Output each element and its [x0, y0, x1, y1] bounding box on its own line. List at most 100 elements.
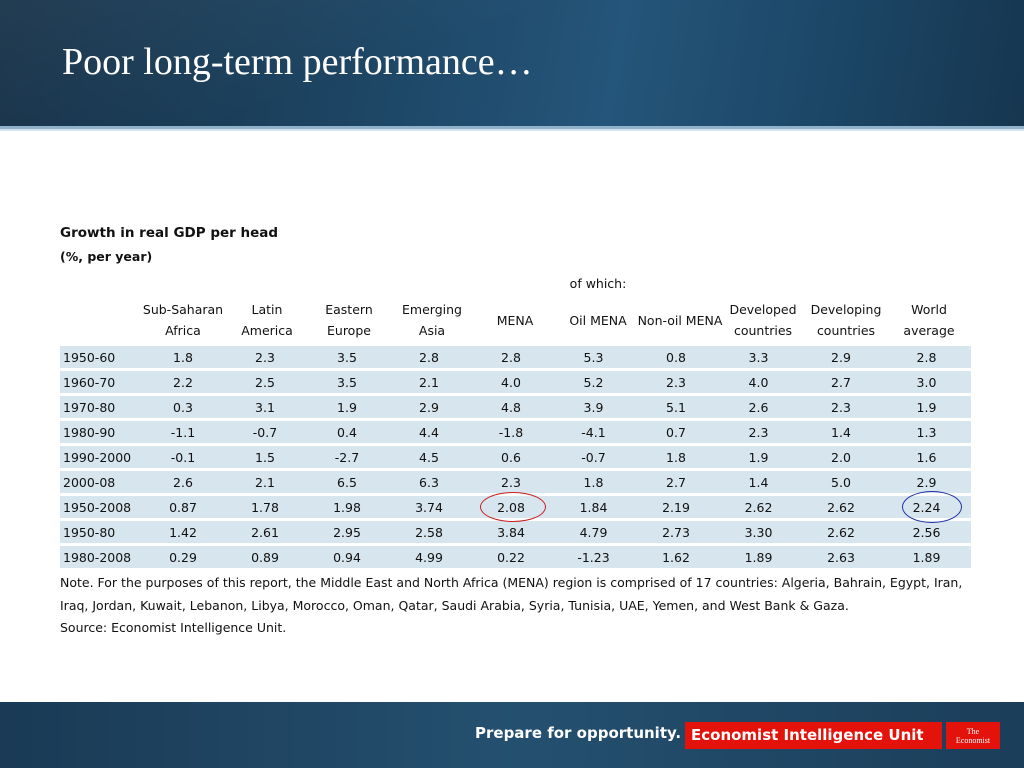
- table-cell: 1.9: [882, 396, 971, 418]
- table-row: 1980-2008 0.29 0.89 0.94 4.99 0.22 -1.23 1.62 1.…: [60, 546, 971, 568]
- column-header: Eastern Europe: [325, 302, 373, 338]
- table-cell: 2.3: [224, 346, 306, 368]
- table-cell: 4.4: [388, 421, 470, 443]
- table-cell: 3.84: [470, 521, 552, 543]
- table-cell: 0.22: [470, 546, 552, 568]
- table-cell: 0.89: [224, 546, 306, 568]
- table-title: Growth in real GDP per head: [60, 225, 279, 241]
- table-cell: 4.0: [470, 371, 552, 393]
- table-cell: 1.89: [882, 546, 971, 568]
- table-cell: 5.3: [552, 346, 635, 368]
- table-cell: 1.8: [552, 471, 635, 493]
- row-period: 1970-80: [60, 396, 142, 418]
- source-line: Source: Economist Intelligence Unit.: [60, 620, 287, 635]
- table-cell: 0.7: [635, 421, 717, 443]
- row-period: 2000-08: [60, 471, 142, 493]
- table-cell: 2.62: [717, 496, 800, 518]
- header-divider-light: [0, 129, 1024, 131]
- table-cell: 2.5: [224, 371, 306, 393]
- table-cell: 1.42: [142, 521, 224, 543]
- table-cell: 3.5: [306, 346, 388, 368]
- row-period: 1990-2000: [60, 446, 142, 468]
- table-cell: 2.19: [635, 496, 717, 518]
- table-cell: 3.0: [882, 371, 971, 393]
- table-cell: 1.84: [552, 496, 635, 518]
- table-cell: 0.29: [142, 546, 224, 568]
- table-cell: 2.7: [635, 471, 717, 493]
- table-cell: 3.3: [717, 346, 800, 368]
- table-cell: 4.0: [717, 371, 800, 393]
- table-cell: 2.1: [224, 471, 306, 493]
- row-period: 1950-2008: [60, 496, 142, 518]
- table-cell: -0.7: [224, 421, 306, 443]
- table-cell: 4.79: [552, 521, 635, 543]
- table-cell: 3.9: [552, 396, 635, 418]
- table-cell: 2.3: [635, 371, 717, 393]
- table-cell: 6.3: [388, 471, 470, 493]
- table-cell: 1.3: [882, 421, 971, 443]
- table-cell: 3.5: [306, 371, 388, 393]
- column-header: Oil MENA: [569, 312, 627, 328]
- column-header: World average: [903, 302, 955, 338]
- table-cell: 2.63: [800, 546, 882, 568]
- table-cell: 2.0: [800, 446, 882, 468]
- table-cell: -0.1: [142, 446, 224, 468]
- header-divider: [0, 126, 1024, 129]
- slide-header-band: [0, 0, 1024, 126]
- table-cell: 2.9: [388, 396, 470, 418]
- slide-title: Poor long-term performance…: [62, 41, 533, 83]
- table-cell: 0.8: [635, 346, 717, 368]
- highlight-circle-mena: [480, 492, 546, 522]
- table-cell: 0.6: [470, 446, 552, 468]
- column-header: Developed countries: [729, 302, 797, 338]
- table-cell: -0.7: [552, 446, 635, 468]
- column-header: Developing countries: [810, 302, 882, 338]
- table-cell: 0.87: [142, 496, 224, 518]
- table-cell: 1.4: [800, 421, 882, 443]
- table-cell: 4.99: [388, 546, 470, 568]
- table-cell: -1.23: [552, 546, 635, 568]
- note-line: Note. For the purposes of this report, t…: [60, 575, 963, 590]
- row-period: 1950-60: [60, 346, 142, 368]
- table-cell: 2.3: [717, 421, 800, 443]
- table-cell: 1.89: [717, 546, 800, 568]
- column-header: Sub-Saharan Africa: [142, 302, 224, 338]
- table-row: 1990-2000 -0.1 1.5 -2.7 4.5 0.6 -0.7 1.8 1.9 2.0 1…: [60, 446, 971, 468]
- highlight-circle-world-average: [902, 491, 962, 523]
- table-cell: 1.6: [882, 446, 971, 468]
- table-cell: 2.7: [800, 371, 882, 393]
- table-cell: 1.62: [635, 546, 717, 568]
- table-cell: 0.4: [306, 421, 388, 443]
- table-cell: 5.2: [552, 371, 635, 393]
- table-cell: 2.95: [306, 521, 388, 543]
- table-cell: 3.1: [224, 396, 306, 418]
- table-cell: 2.6: [717, 396, 800, 418]
- table-cell: 1.8: [142, 346, 224, 368]
- table-cell: 2.62: [800, 521, 882, 543]
- column-header: Emerging Asia: [402, 302, 462, 338]
- table-note: Note. For the purposes of this report, t…: [60, 572, 980, 640]
- of-which-label: of which:: [569, 276, 627, 291]
- table-cell: 2.8: [388, 346, 470, 368]
- table-cell: 2.3: [800, 396, 882, 418]
- table-cell: 3.74: [388, 496, 470, 518]
- table-cell: 2.58: [388, 521, 470, 543]
- table-cell: 2.2: [142, 371, 224, 393]
- table-cell: 1.4: [717, 471, 800, 493]
- table-row: 2000-08 2.6 2.1 6.5 6.3 2.3 1.8 2.7 1.4 5.0 2.9: [60, 471, 971, 493]
- table-cell: 2.73: [635, 521, 717, 543]
- note-line: Iraq, Jordan, Kuwait, Lebanon, Libya, Mo…: [60, 597, 849, 613]
- table-cell: 5.0: [800, 471, 882, 493]
- gdp-growth-table: 1950-60 1.8 2.3 3.5 2.8 2.8 5.3 0.8 3.3 2.9 2.8 196…: [60, 343, 971, 571]
- row-period: 1980-90: [60, 421, 142, 443]
- table-cell: 1.5: [224, 446, 306, 468]
- footer-slogan: Prepare for opportunity.: [475, 724, 682, 742]
- table-cell: 1.9: [306, 396, 388, 418]
- table-row: 1950-60 1.8 2.3 3.5 2.8 2.8 5.3 0.8 3.3 2.9 2.8: [60, 346, 971, 368]
- column-header: Non-oil MENA: [637, 312, 723, 328]
- table-cell: -1.1: [142, 421, 224, 443]
- table-cell: 2.3: [470, 471, 552, 493]
- table-cell: 2.61: [224, 521, 306, 543]
- economist-logo: The Economist: [946, 722, 1000, 749]
- table-cell: 2.8: [882, 346, 971, 368]
